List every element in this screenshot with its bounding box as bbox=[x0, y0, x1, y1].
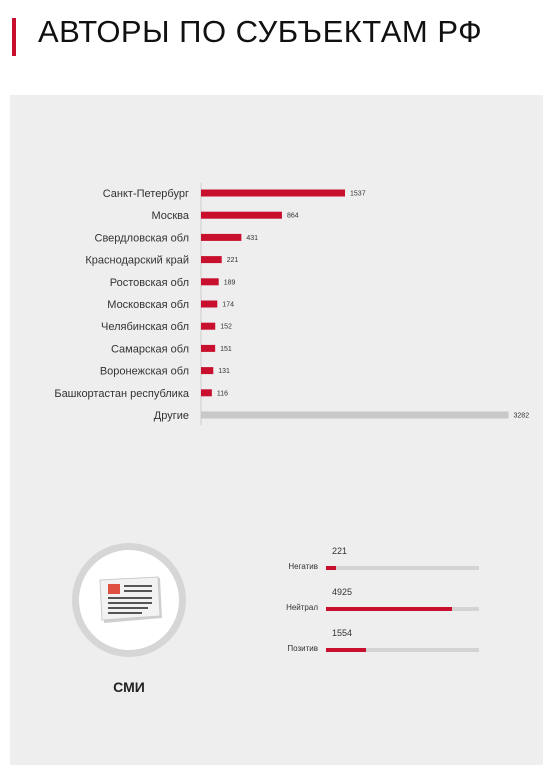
sentiment-name: Негатив bbox=[288, 562, 318, 571]
sentiment-name: Нейтрал bbox=[286, 603, 318, 612]
value-label: 152 bbox=[220, 324, 232, 331]
value-label: 431 bbox=[246, 235, 258, 242]
category-label: Московская обл bbox=[107, 299, 189, 311]
value-label: 864 bbox=[287, 213, 299, 220]
sentiment-fill bbox=[326, 607, 452, 611]
media-label: СМИ bbox=[113, 679, 145, 695]
sentiment-row: Позитив 1554 bbox=[260, 628, 540, 662]
sentiment-value: 4925 bbox=[332, 587, 353, 597]
media-circle bbox=[72, 543, 186, 657]
value-label: 3282 bbox=[514, 413, 530, 420]
category-label: Башкортастан республика bbox=[54, 388, 190, 400]
value-label: 151 bbox=[220, 346, 232, 353]
value-label: 221 bbox=[227, 257, 239, 264]
category-label: Самарская обл bbox=[111, 343, 189, 355]
value-label: 131 bbox=[218, 368, 230, 375]
newspaper-icon bbox=[99, 576, 162, 623]
regions-bar-chart: Санкт-Петербург 1537 Москва 864 Свердловская… bbox=[54, 183, 530, 425]
bar bbox=[201, 344, 216, 352]
bar bbox=[201, 233, 242, 241]
category-label: Воронежская обл bbox=[100, 366, 189, 378]
page-title: АВТОРЫ ПО СУБЪЕКТАМ РФ bbox=[38, 14, 483, 49]
sentiment-track bbox=[326, 566, 479, 570]
bar bbox=[201, 189, 346, 197]
category-label: Краснодарский край bbox=[85, 255, 189, 267]
category-label: Ростовская обл bbox=[110, 277, 189, 289]
sentiment-fill bbox=[326, 566, 336, 570]
bar bbox=[201, 411, 509, 419]
sentiment-fill bbox=[326, 648, 366, 652]
sentiment-value: 1554 bbox=[332, 628, 353, 638]
sentiment-track bbox=[326, 648, 479, 652]
chart-panel: Санкт-Петербург 1537 Москва 864 Свердловская… bbox=[10, 95, 543, 765]
bar bbox=[201, 389, 212, 397]
value-label: 189 bbox=[224, 279, 236, 286]
sentiment-track bbox=[326, 607, 479, 611]
bar bbox=[201, 322, 216, 330]
sentiment-row: Нейтрал 4925 bbox=[260, 587, 540, 621]
category-label: Другие bbox=[154, 410, 189, 422]
sentiment-name: Позитив bbox=[287, 644, 318, 653]
bar bbox=[201, 256, 222, 264]
value-label: 116 bbox=[217, 390, 228, 397]
bar bbox=[201, 300, 218, 308]
bar bbox=[201, 211, 282, 219]
value-label: 1537 bbox=[350, 191, 366, 198]
bar bbox=[201, 278, 219, 286]
category-label: Москва bbox=[151, 210, 189, 222]
category-label: Санкт-Петербург bbox=[103, 188, 189, 200]
bar bbox=[201, 367, 214, 375]
title-accent-bar bbox=[12, 18, 16, 56]
sentiment-row: Негатив 221 bbox=[260, 546, 540, 580]
category-label: Челябинская обл bbox=[101, 321, 189, 333]
sentiment-value: 221 bbox=[332, 546, 348, 556]
category-label: Свердловская обл bbox=[95, 232, 189, 244]
value-label: 174 bbox=[222, 302, 234, 309]
